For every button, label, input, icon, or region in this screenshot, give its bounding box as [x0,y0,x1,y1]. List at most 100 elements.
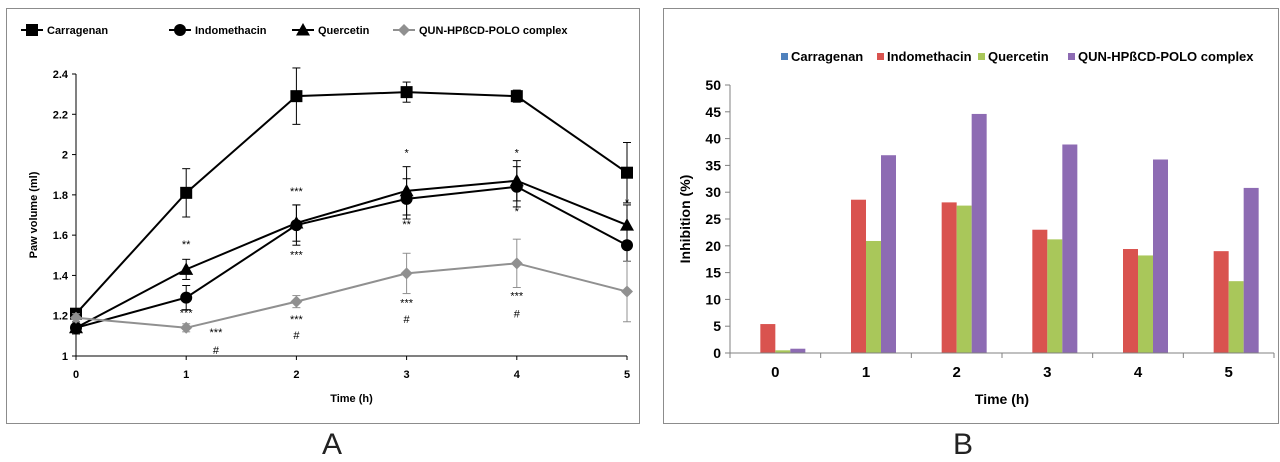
significance-label: * [515,148,520,160]
data-point [69,320,83,334]
bar [1138,255,1153,353]
bar [851,199,866,353]
x-tick-label: 5 [1224,364,1232,381]
x-tick-label: 4 [514,369,521,381]
significance-label: *** [400,298,414,310]
y-tick-label: 35 [705,157,721,173]
y-tick-label: 30 [705,184,721,200]
bar [971,113,987,353]
significance-label: # [514,309,521,321]
series-qun-hp-cd-polo-complex [70,238,633,334]
legend-label: Carragenan [47,25,108,37]
x-tick-label: 0 [771,364,779,381]
bar-group-0 [760,324,806,353]
data-point [510,90,523,103]
y-tick-label: 2.4 [53,69,69,81]
legend-swatch [781,53,788,60]
y-tick-label: 1.2 [53,311,68,323]
y-tick-label: 40 [705,131,721,147]
series-line [75,262,628,329]
bar [956,205,972,353]
bar-group-3 [1032,144,1078,353]
significance-label: # [404,314,411,326]
legend-label: Quercetin [988,49,1049,64]
significance-label: *** [290,314,304,326]
bar [1062,144,1078,353]
bar [1213,251,1229,353]
bar [790,348,806,353]
data-point [399,183,414,197]
bar-group-2 [941,113,987,353]
data-point [620,218,634,231]
bar [1243,187,1259,353]
panel-a-line-chart: 1 1.2 1.4 1.6 1.8 2 2.2 2.4 0 1 2 3 4 5 Time (h) Paw vo… [6,8,640,424]
series-line [75,185,628,329]
legend-swatch [1068,53,1075,60]
significance-label: *** [290,186,304,198]
legend-item: Carragenan [781,49,863,64]
data-point [400,267,413,280]
bar [1047,239,1063,353]
legend-label: Indomethacin [887,49,972,64]
panel-b-label: B [953,428,974,461]
legend-item: Quercetin [978,49,1049,64]
legend-item: Indomethacin [877,49,972,64]
x-tick-label: 1 [183,369,189,381]
x-tick-label: 4 [1134,364,1143,381]
x-tick-label: 3 [1043,364,1051,381]
y-tick-label: 2.2 [53,109,68,121]
x-tick-label: 2 [293,369,299,381]
y-axis-title: Inhibition (%) [677,175,693,264]
significance-label: *** [510,291,524,303]
data-point [290,295,303,308]
legend-swatch [877,53,884,60]
y-tick-label: 1 [62,351,68,363]
series-indomethacin [70,166,633,335]
data-point [400,86,413,99]
legend-label: Carragenan [791,49,863,64]
significance-label: ** [182,239,191,251]
y-tick-label: 50 [705,77,721,93]
x-axis-title: Time (h) [975,391,1029,407]
y-tick-label: 0 [713,345,721,361]
significance-label: * [625,197,630,209]
x-tick-label: 5 [624,369,630,381]
x-tick-label: 2 [952,364,960,381]
bar [1153,159,1168,353]
significance-label: * [404,148,409,160]
bar-group-5 [1213,187,1259,353]
bar [1032,229,1048,353]
significance-label: * [515,206,520,218]
significance-label: ** [402,219,411,231]
bar [881,155,896,353]
y-tick-label: 1.4 [53,270,69,282]
bar [866,240,881,353]
bar [941,202,957,353]
significance-label: *** [290,249,304,261]
y-tick-label: 15 [705,265,721,281]
legend-label: QUN-HPßCD-POLO complex [1078,49,1254,64]
data-point [290,90,303,103]
data-point [179,262,194,275]
series-line [75,91,628,315]
y-tick-label: 1.8 [53,190,68,202]
y-tick-label: 20 [705,238,721,254]
bar-group-4 [1123,159,1168,353]
legend-item: QUN-HPßCD-POLO complex [393,24,568,37]
bar [1123,249,1138,353]
series-line [75,179,628,329]
data-point [180,291,193,304]
panel-b-bar-chart: 0 5 10 15 20 25 30 35 40 45 50 0 1 2 3 4 5 Time (h) Inhibi… [663,8,1279,424]
series-carragenan [70,67,633,320]
legend-label: QUN-HPßCD-POLO complex [419,25,568,37]
y-tick-label: 25 [705,211,721,227]
significance-label: *** [210,327,224,339]
x-tick-label: 0 [73,369,79,381]
bar-group-1 [851,155,896,353]
y-tick-label: 2 [62,150,68,162]
bar [775,350,791,353]
bar [1228,281,1244,353]
data-point [289,216,304,229]
